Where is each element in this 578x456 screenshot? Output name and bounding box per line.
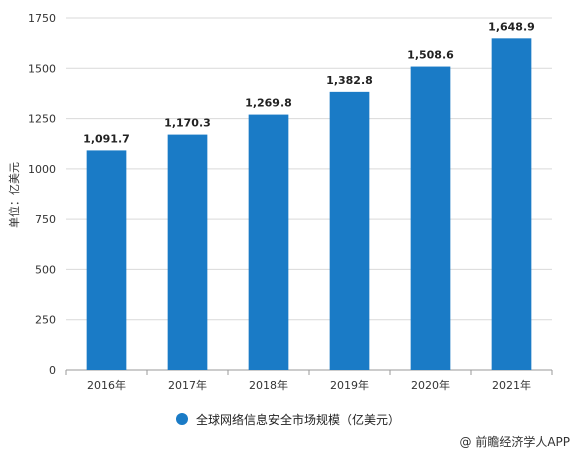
y-tick-label: 750 [35, 213, 56, 226]
data-label: 1,382.8 [326, 74, 373, 87]
data-label: 1,648.9 [488, 20, 535, 33]
y-tick-label: 1750 [28, 12, 56, 25]
x-tick-label: 2019年 [330, 378, 369, 392]
x-tick-label: 2020年 [411, 378, 450, 392]
y-tick-label: 1250 [28, 113, 56, 126]
y-tick-label: 1500 [28, 62, 56, 75]
bar [248, 114, 289, 370]
bar [86, 150, 127, 370]
bar [329, 91, 370, 371]
data-label: 1,269.8 [245, 97, 292, 110]
x-tick-label: 2018年 [249, 378, 288, 392]
bar [167, 134, 208, 370]
bar [410, 66, 451, 371]
data-label: 1,170.3 [164, 117, 211, 130]
legend-label: 全球网络信息安全市场规模（亿美元） [196, 412, 401, 427]
y-axis-label: 单位：亿美元 [7, 162, 21, 228]
x-tick-label: 2017年 [168, 378, 207, 392]
x-tick-label: 2021年 [492, 378, 531, 392]
x-tick-label: 2016年 [87, 378, 126, 392]
legend-marker [176, 413, 188, 425]
y-tick-label: 1000 [28, 163, 56, 176]
y-tick-label: 0 [49, 364, 56, 377]
data-label: 1,091.7 [83, 132, 130, 145]
y-tick-label: 500 [35, 263, 56, 276]
bar [491, 38, 532, 371]
legend: 全球网络信息安全市场规模（亿美元） [176, 410, 400, 428]
data-label: 1,508.6 [407, 49, 454, 62]
y-tick-label: 250 [35, 314, 56, 327]
source-credit: @ 前瞻经济学人APP [459, 435, 571, 449]
